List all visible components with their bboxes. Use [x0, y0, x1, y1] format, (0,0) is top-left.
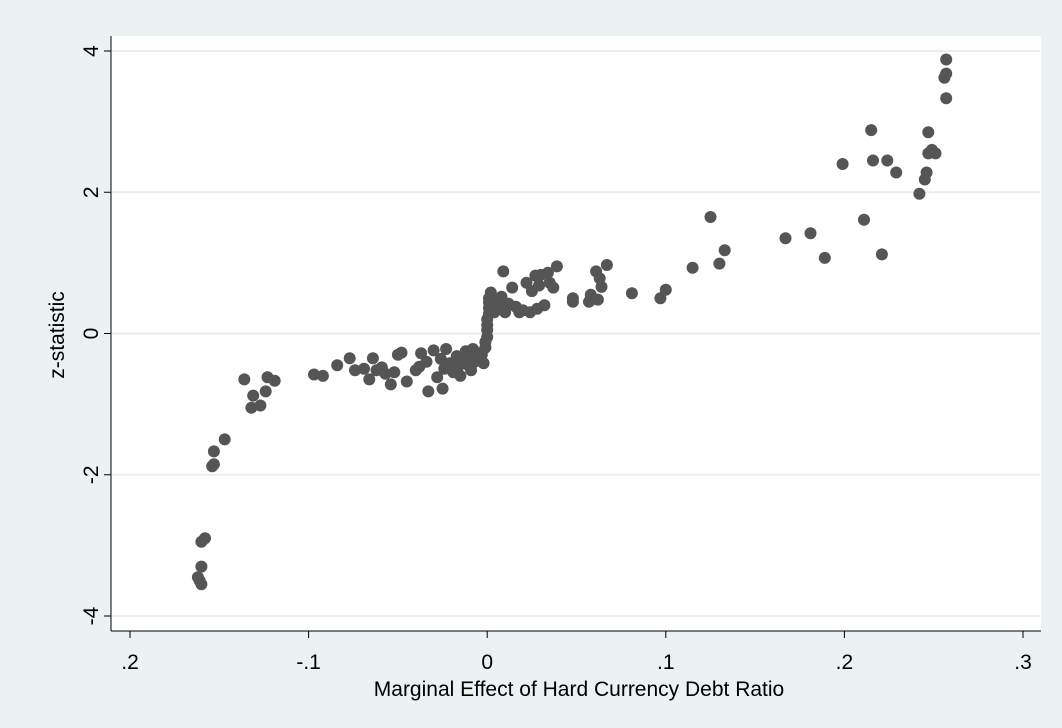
data-point-0-96 [550, 260, 563, 273]
data-point-0-117 [858, 213, 870, 226]
y-tick-label-3: 2 [80, 186, 103, 198]
data-point-0-8 [207, 445, 220, 458]
data-point-0-112 [718, 244, 731, 257]
y-tick-label-1: -2 [80, 465, 103, 484]
data-point-0-110 [704, 211, 717, 223]
data-point-0-118 [865, 124, 878, 137]
data-point-0-132 [940, 92, 953, 105]
data-point-0-129 [929, 147, 942, 160]
data-point-0-21 [349, 364, 361, 377]
grid-lines [112, 50, 1040, 617]
data-point-0-81 [506, 281, 519, 294]
x-axis-label: Marginal Effect of Hard Currency Debt Ra… [374, 678, 784, 701]
x-tick-label-4: .2 [836, 651, 854, 674]
data-point-0-20 [343, 352, 356, 365]
data-point-0-12 [247, 389, 260, 402]
data-point-0-41 [436, 382, 449, 395]
x-tick-label-5: .3 [1014, 651, 1032, 674]
data-point-0-115 [818, 251, 831, 264]
data-point-0-108 [659, 283, 672, 296]
data-point-0-11 [245, 401, 258, 414]
data-point-0-122 [890, 166, 903, 179]
data-point-0-102 [591, 293, 604, 306]
data-point-0-24 [366, 352, 379, 365]
y-tick-label-0: -4 [80, 606, 103, 625]
data-point-0-37 [422, 385, 435, 398]
data-point-0-31 [395, 346, 408, 359]
data-point-0-78 [497, 265, 510, 278]
data-point-0-60 [477, 357, 490, 370]
data-point-0-105 [600, 259, 613, 271]
data-point-0-111 [713, 257, 726, 270]
data-point-0-29 [388, 366, 401, 379]
data-point-0-28 [384, 378, 397, 391]
data-point-0-43 [440, 343, 453, 355]
data-point-0-104 [595, 280, 608, 293]
data-point-0-7 [207, 458, 220, 471]
y-tick-label-4: 4 [80, 45, 103, 57]
data-point-0-19 [331, 359, 344, 372]
data-point-0-32 [400, 375, 413, 388]
data-point-0-10 [238, 373, 251, 386]
data-point-0-27 [379, 367, 392, 380]
data-point-0-18 [316, 369, 329, 382]
x-tick-label-1: -.1 [296, 651, 321, 674]
data-point-0-71 [484, 286, 497, 299]
data-point-0-121 [881, 154, 894, 167]
data-point-0-9 [218, 433, 231, 446]
data-point-0-123 [913, 187, 926, 200]
data-point-0-5 [199, 532, 211, 545]
data-point-0-90 [533, 279, 545, 292]
data-point-0-2 [191, 571, 204, 584]
data-point-0-106 [625, 287, 638, 300]
data-point-0-93 [541, 266, 554, 279]
data-points [191, 53, 953, 591]
data-point-0-22 [358, 362, 370, 375]
data-point-0-13 [254, 399, 267, 412]
x-ticks: .2 -.1 0 .1 .2 .3 [121, 631, 1032, 674]
data-point-0-23 [363, 373, 376, 386]
data-point-0-125 [920, 166, 933, 179]
data-point-0-38 [427, 344, 440, 357]
data-point-0-131 [940, 67, 953, 80]
data-point-0-98 [566, 292, 579, 305]
data-point-0-107 [654, 292, 667, 305]
data-point-0-16 [268, 374, 281, 387]
x-tick-label-3: .1 [657, 651, 675, 674]
data-point-0-120 [875, 248, 888, 261]
data-point-0-48 [454, 369, 467, 382]
data-point-0-119 [867, 154, 879, 167]
x-tick-label-0: .2 [121, 651, 139, 674]
data-point-0-133 [940, 53, 953, 66]
data-point-0-39 [431, 371, 444, 384]
data-point-0-113 [779, 232, 792, 245]
data-point-0-14 [259, 385, 272, 398]
data-point-0-109 [686, 261, 699, 274]
x-tick-label-2: 0 [481, 651, 493, 674]
data-point-0-114 [804, 227, 817, 240]
data-point-0-35 [415, 347, 428, 360]
data-point-0-17 [308, 368, 320, 381]
y-ticks: -4 -2 0 2 4 [80, 45, 111, 625]
y-tick-label-2: 0 [80, 328, 103, 340]
data-point-0-36 [420, 355, 433, 368]
data-point-0-40 [434, 352, 447, 365]
data-point-0-127 [922, 126, 935, 139]
data-point-0-92 [538, 299, 551, 312]
data-point-0-116 [836, 158, 849, 170]
data-point-0-95 [547, 281, 560, 294]
data-point-0-3 [195, 560, 208, 573]
y-axis-label: z-statistic [46, 291, 69, 379]
